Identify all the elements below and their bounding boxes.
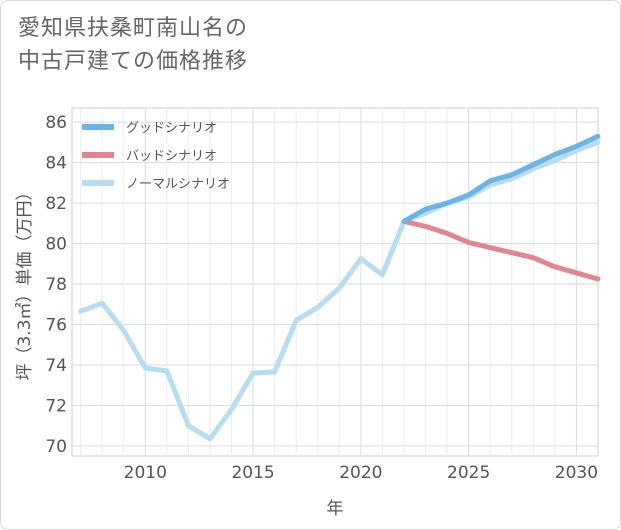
legend-label: バッドシナリオ: [126, 149, 217, 164]
x-tick-label: 2015: [231, 463, 274, 483]
y-tick-label: 74: [45, 356, 67, 376]
y-tick-label: 82: [45, 194, 67, 214]
y-tick-label: 86: [45, 113, 67, 133]
chart-title: 愛知県扶桑町南山名の 中古戸建ての価格推移: [18, 16, 249, 74]
y-tick-label: 76: [45, 315, 67, 335]
y-tick-label: 80: [45, 235, 67, 255]
x-tick-label: 2010: [124, 463, 167, 483]
x-tick-label: 2030: [555, 463, 598, 483]
y-tick-label: 72: [45, 396, 67, 416]
y-tick-label: 84: [45, 154, 67, 174]
y-tick-label: 78: [45, 275, 67, 295]
series-lines: [78, 133, 601, 442]
tick-labels: 2010 2015 2020 2025 2030 70 72 74 76 78 80 82 84 86: [45, 113, 598, 483]
plot-frame: [71, 107, 599, 457]
gridlines: [71, 107, 599, 457]
series-line-1: [401, 218, 601, 282]
y-axis-title: 坪（3.3㎡）単価（万円）: [15, 183, 35, 380]
x-axis-title: 年: [327, 499, 344, 519]
y-tick-label: 70: [45, 437, 67, 457]
x-tick-label: 2025: [447, 463, 490, 483]
series-line-2: [78, 139, 601, 442]
legend-label: グッドシナリオ: [126, 121, 217, 136]
series-line-0: [401, 133, 601, 224]
legend-label: ノーマルシナリオ: [126, 177, 230, 192]
x-tick-label: 2020: [339, 463, 382, 483]
